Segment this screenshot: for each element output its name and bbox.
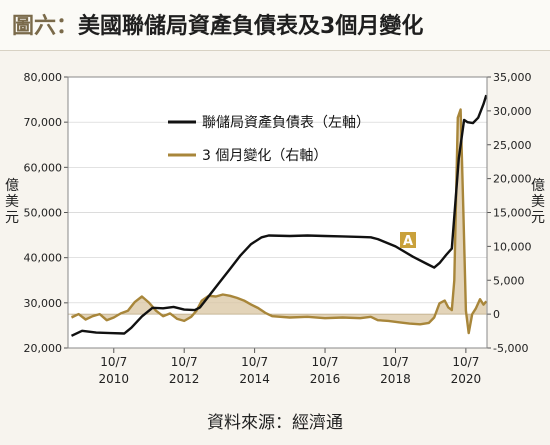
x-tick-label-year: 2014 [239, 372, 270, 386]
x-tick-label-year: 2020 [451, 372, 482, 386]
source-note: 資料來源：經濟通 [207, 413, 343, 433]
right-tick-label: 10,000 [493, 240, 532, 253]
left-tick-label: 50,000 [24, 207, 63, 220]
x-tick-label-month: 10/7 [171, 355, 198, 369]
right-tick-label: 0 [493, 308, 500, 321]
right-tick-label: 30,000 [493, 105, 532, 118]
legend: 聯儲局資產負債表（左軸） 3 個月變化（右軸） [168, 114, 370, 164]
right-tick-label: -5,000 [493, 342, 528, 355]
left-tick-label: 60,000 [24, 161, 63, 174]
left-tick-label: 40,000 [24, 252, 63, 265]
marker-label: A [403, 234, 413, 249]
left-axis-label: 億美元 [5, 178, 19, 226]
left-tick-label: 70,000 [24, 116, 63, 129]
plot-border [67, 76, 488, 349]
legend-label: 聯儲局資產負債表（左軸） [202, 114, 370, 131]
title-bar: 圖六：美國聯儲局資產負債表及3個月變化 [0, 0, 550, 51]
x-axis: 10/7 2010 10/7 2012 10/7 2014 10/7 2016 10/7 2018… [98, 348, 481, 386]
change-area-fill [71, 109, 487, 334]
chart: 20,000 30,000 40,000 50,000 60,000 70,000 80,0… [24, 71, 532, 386]
annotation-marker: A [400, 232, 416, 249]
right-axis-label: 億美元 [531, 178, 545, 226]
right-tick-label: 5,000 [493, 274, 525, 287]
marker-box [400, 232, 416, 248]
right-tick-label: 15,000 [493, 207, 532, 220]
balance-line [70, 94, 488, 337]
left-tick-label: 80,000 [24, 71, 63, 84]
right-axis: -5,000 0 5,000 10,000 15,000 20,000 25,000 30,0… [487, 71, 532, 355]
figure-label: 圖六 [12, 14, 57, 39]
right-tick-label: 25,000 [493, 139, 532, 152]
x-tick-label-month: 10/7 [241, 355, 268, 369]
title-separator: ： [56, 14, 79, 39]
x-tick-label-year: 2016 [310, 372, 341, 386]
title-main: 美國聯儲局資產負債表及3個月變化 [78, 14, 424, 39]
change-area [68, 109, 487, 334]
legend-label: 3 個月變化（右軸） [202, 148, 327, 164]
x-tick-label-month: 10/7 [452, 355, 479, 369]
series-lines [70, 94, 488, 337]
right-tick-label: 20,000 [493, 173, 532, 186]
x-tick-label-year: 2012 [169, 372, 200, 386]
x-tick-label-month: 10/7 [312, 355, 339, 369]
legend-item-balance: 聯儲局資產負債表（左軸） [168, 114, 370, 131]
legend-item-change: 3 個月變化（右軸） [168, 148, 327, 164]
x-tick-label-month: 10/7 [100, 355, 127, 369]
left-tick-label: 20,000 [24, 342, 63, 355]
left-tick-label: 30,000 [24, 297, 63, 310]
chart-title: 圖六：美國聯儲局資產負債表及3個月變化 [12, 8, 423, 40]
x-tick-label-month: 10/7 [382, 355, 409, 369]
left-axis: 20,000 30,000 40,000 50,000 60,000 70,000 80,0… [24, 71, 68, 355]
x-tick-label-year: 2010 [98, 372, 129, 386]
x-tick-label-year: 2018 [380, 372, 411, 386]
right-tick-label: 35,000 [493, 71, 532, 84]
